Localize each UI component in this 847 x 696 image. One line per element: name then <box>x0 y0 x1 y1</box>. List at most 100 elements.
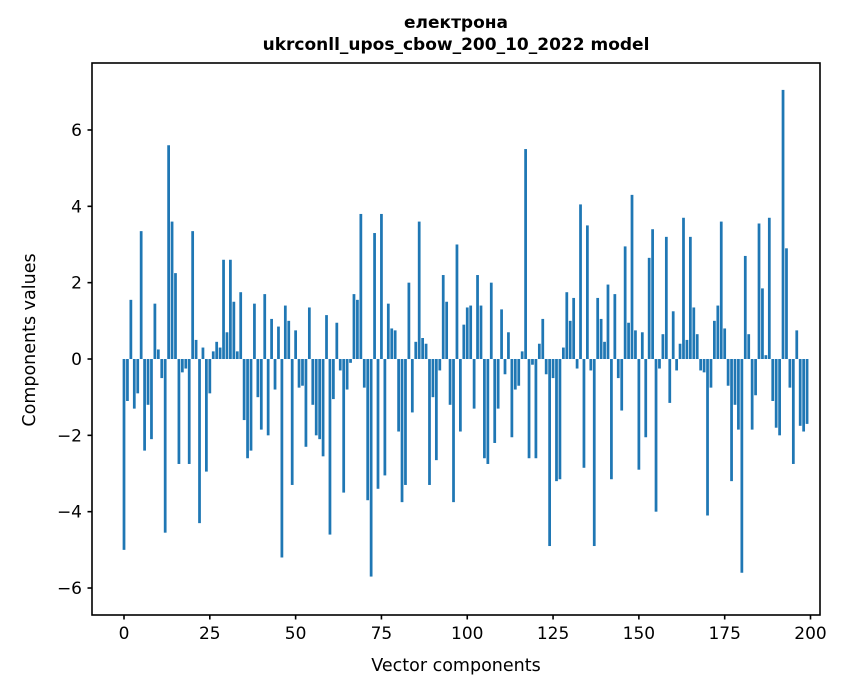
bar <box>788 359 792 388</box>
x-tick-label: 200 <box>794 624 826 644</box>
bar <box>174 273 177 359</box>
bar <box>290 359 294 485</box>
bar <box>671 311 675 359</box>
bar <box>376 359 380 489</box>
bar <box>565 292 569 359</box>
bar <box>582 359 586 468</box>
bar <box>668 359 672 403</box>
bar <box>754 359 757 396</box>
bar <box>688 236 692 359</box>
bar <box>390 328 394 359</box>
bar <box>270 318 273 359</box>
bar <box>335 322 339 359</box>
bar <box>448 359 452 405</box>
bar <box>586 225 589 359</box>
bar <box>517 359 521 386</box>
bar <box>802 359 806 432</box>
bar <box>229 259 232 359</box>
x-tick-label: 175 <box>708 624 740 644</box>
bar <box>713 320 716 359</box>
bar <box>692 307 696 359</box>
bar <box>208 359 212 394</box>
bar <box>294 330 297 359</box>
bar <box>534 359 538 459</box>
bar <box>620 359 624 411</box>
bar <box>737 359 740 430</box>
bar <box>407 282 411 359</box>
x-tick-label: 100 <box>451 624 483 644</box>
bar <box>791 359 795 464</box>
bar <box>634 330 637 359</box>
bar <box>201 347 205 359</box>
bar <box>445 301 449 360</box>
bar <box>483 359 486 459</box>
bar <box>424 343 428 359</box>
bar <box>479 305 483 359</box>
bar <box>301 359 304 386</box>
y-axis-label: Components values <box>20 253 40 427</box>
bar <box>273 359 277 390</box>
bar <box>431 359 435 398</box>
bar <box>139 231 143 359</box>
bar <box>205 359 208 472</box>
bar <box>129 299 133 359</box>
bar <box>380 213 383 359</box>
bar <box>311 359 315 405</box>
bar <box>459 359 462 432</box>
bar <box>658 359 661 369</box>
bar <box>706 359 709 516</box>
bar <box>771 359 775 401</box>
bar <box>661 334 665 359</box>
bar <box>307 307 311 359</box>
bar <box>675 359 679 371</box>
bar <box>153 303 157 359</box>
x-tick-label: 125 <box>537 624 569 644</box>
y-tick-label: −6 <box>57 579 82 599</box>
bar <box>513 359 517 390</box>
bar <box>469 305 473 359</box>
bar <box>342 359 346 493</box>
plot-box <box>91 62 821 616</box>
bar <box>798 359 802 426</box>
bar <box>362 359 366 388</box>
bar <box>156 349 160 359</box>
bar <box>170 221 174 359</box>
bar <box>572 297 576 359</box>
bar <box>163 359 167 533</box>
bar <box>524 149 527 359</box>
bar <box>167 145 170 359</box>
bar <box>218 347 222 359</box>
bar <box>246 359 249 459</box>
bar <box>397 359 400 432</box>
bar <box>184 359 188 369</box>
bar <box>177 359 181 464</box>
bar <box>774 359 778 428</box>
bar <box>366 359 370 501</box>
x-tick-label: 0 <box>119 624 130 644</box>
bar <box>654 359 658 512</box>
bar <box>507 332 510 359</box>
bar <box>630 194 634 359</box>
bar <box>555 359 558 482</box>
bar <box>404 359 407 485</box>
bar <box>503 359 507 375</box>
bar <box>410 359 414 413</box>
bar <box>531 359 534 365</box>
bar <box>428 359 431 485</box>
bar <box>610 359 613 480</box>
bar <box>373 233 376 359</box>
bar <box>146 359 150 405</box>
bar <box>180 359 184 373</box>
y-tick-label: 0 <box>71 350 82 370</box>
bar <box>493 359 497 443</box>
bar <box>651 229 654 359</box>
bar <box>695 334 699 359</box>
bar <box>277 326 280 359</box>
bar <box>527 359 531 459</box>
bar <box>369 359 373 577</box>
bar <box>280 359 284 558</box>
bar <box>132 359 136 409</box>
bar <box>682 217 685 359</box>
bar <box>489 282 493 359</box>
